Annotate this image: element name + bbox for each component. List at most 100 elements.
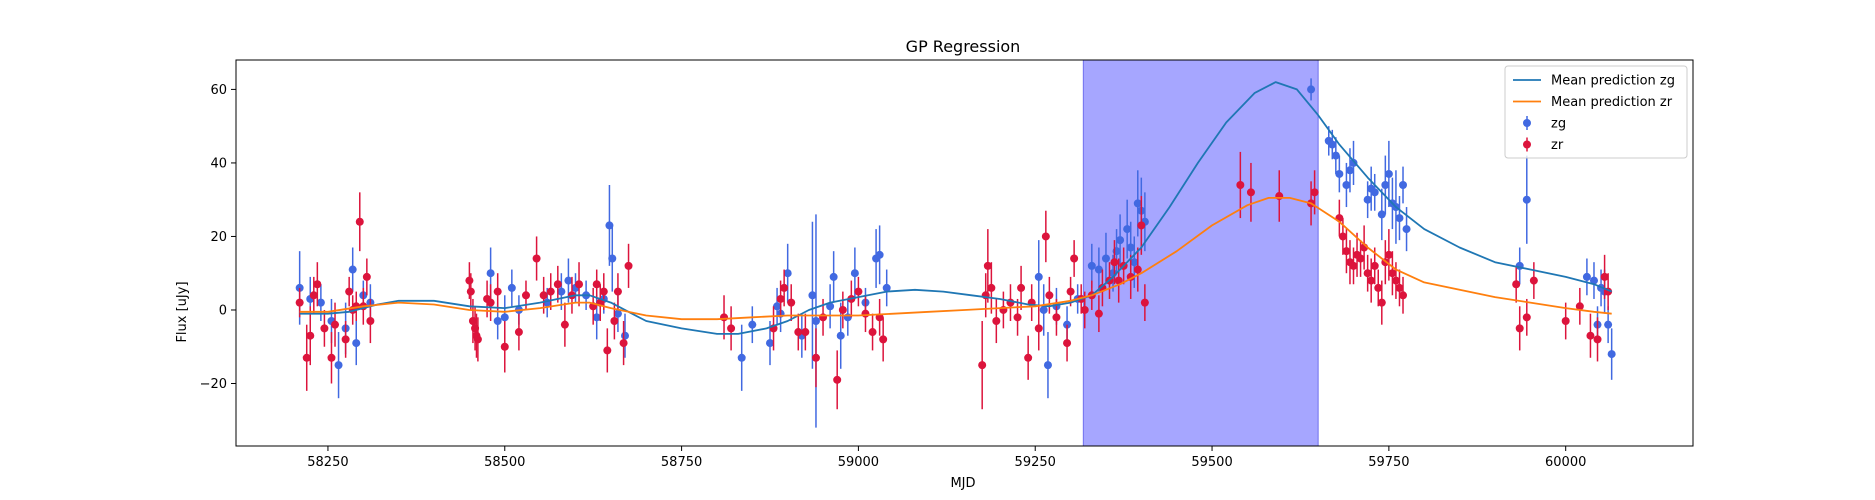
data-point-zg [1399,180,1408,189]
data-point-zg [564,276,573,285]
data-point-zg [1039,305,1048,314]
data-point-zg [316,298,325,307]
data-point-zg [737,353,746,362]
data-point-zg [748,320,757,329]
data-point-zr [1512,280,1521,289]
data-point-zr [1013,313,1022,322]
data-point-zr [320,324,329,333]
series-line-mean-prediction-zg [299,81,1613,335]
data-point-zg [1101,254,1110,263]
data-point-zr [1063,339,1072,348]
data-point-zr [1593,335,1602,344]
data-point-zg [783,269,792,278]
data-point-zr [1017,283,1026,292]
data-point-zr [1575,302,1584,311]
data-point-zr [309,291,318,300]
data-point-zg [1589,276,1598,285]
x-tick-label: 59500 [1191,455,1232,470]
data-point-zr [1529,276,1538,285]
data-point-zr [1275,192,1284,201]
data-point-zr [514,328,523,337]
data-point-zg [1384,169,1393,178]
data-point-zr [833,375,842,384]
legend-label: zr [1551,138,1564,153]
data-point-zr [560,320,569,329]
data-point-zr [362,272,371,281]
x-tick-label: 59000 [838,455,879,470]
data-point-zr [1114,276,1123,285]
data-point-zr [1384,250,1393,259]
data-point-zg [1607,350,1616,359]
data-point-zg [608,254,617,263]
data-point-zg [348,265,357,274]
data-point-zg [811,317,820,326]
data-point-zg [1087,261,1096,270]
data-point-zr [500,342,509,351]
y-axis-label: Flux [uJy] [175,281,190,342]
y-tick-label: 60 [210,83,227,98]
data-point-zr [302,353,311,362]
data-point-zr [486,298,495,307]
data-point-zg [882,283,891,292]
y-tick-label: 0 [219,303,227,318]
data-point-zr [1356,254,1365,263]
data-point-zr [493,287,502,296]
data-point-zr [1561,317,1570,326]
data-point-zg [1043,361,1052,370]
legend-label: Mean prediction zg [1551,74,1675,89]
data-point-zr [619,339,628,348]
data-point-zr [794,328,803,337]
data-point-zr [987,283,996,292]
axes-frame [235,59,1694,447]
data-point-zr [879,335,888,344]
data-point-zr [599,287,608,296]
data-point-zr [727,324,736,333]
data-point-zr [776,294,785,303]
data-point-zr [546,287,555,296]
data-point-zr [553,280,562,289]
data-point-zg [1370,188,1379,197]
data-point-zr [327,353,336,362]
data-point-zr [1236,180,1245,189]
data-point-zg [829,272,838,281]
data-point-zg [1604,320,1613,329]
data-point-zr [613,287,622,296]
data-point-zg [1522,195,1531,204]
data-point-zr [624,261,633,270]
data-point-zr [811,353,820,362]
data-point-zg [493,317,502,326]
data-point-zr [1342,247,1351,256]
data-point-zg [605,221,614,230]
data-point-zg [500,313,509,322]
data-point-zr [868,328,877,337]
data-point-zr [1070,254,1079,263]
data-point-zg [808,291,817,300]
data-point-zg [1307,85,1316,94]
data-point-zg [1335,169,1344,178]
legend-label: zg [1551,117,1566,132]
data-point-zg [850,269,859,278]
data-point-zr [1094,309,1103,318]
legend-box [1504,65,1688,159]
data-point-zg [1377,210,1386,219]
data-point-zr [1586,331,1595,340]
data-point-zr [1388,269,1397,278]
data-point-zg [1130,258,1139,267]
data-point-zr [861,309,870,318]
x-tick-label: 58250 [307,455,348,470]
data-point-zg [1342,180,1351,189]
data-point-zr [1515,324,1524,333]
data-point-zg [557,287,566,296]
series-line-mean-prediction-zr [299,197,1612,321]
data-point-zg [875,250,884,259]
plot-area: 58250 58500 58750 59000 59250 59500 59750 60000… [200,59,1694,470]
data-point-zg [836,331,845,340]
data-point-zg [1328,140,1337,149]
data-point-zg [1331,151,1340,160]
data-point-zg [765,339,774,348]
data-point-zg [352,339,361,348]
data-point-zr [1600,272,1609,281]
data-point-zr [780,283,789,292]
data-point-zr [819,313,828,322]
data-point-zr [355,217,364,226]
